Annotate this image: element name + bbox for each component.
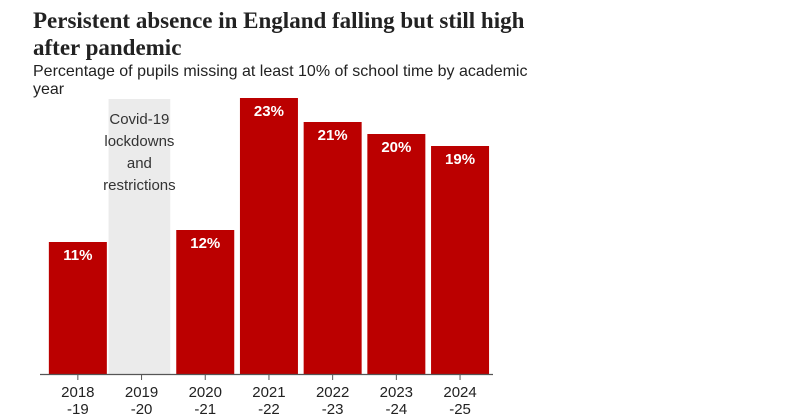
bar (431, 146, 490, 374)
bar-value-label: 21% (318, 127, 348, 144)
bar-value-label: 23% (254, 103, 284, 120)
x-tick-label: 2021 (252, 384, 285, 401)
bar-value-label: 12% (190, 235, 220, 252)
bar-value-label: 19% (445, 151, 475, 168)
x-tick-label: -25 (449, 401, 471, 418)
x-tick-label: 2019 (125, 384, 158, 401)
chart-title: Persistent absence in England falling bu… (33, 8, 525, 60)
x-tick-label: -21 (194, 401, 216, 418)
bar (48, 242, 107, 374)
covid-annotation-line: Covid-19 (109, 111, 169, 128)
bar (367, 134, 426, 374)
x-tick-label: -23 (322, 401, 344, 418)
covid-annotation-line: and (127, 155, 152, 172)
x-tick-label: 2022 (316, 384, 349, 401)
bar (176, 230, 235, 374)
covid-shaded-region (108, 99, 171, 374)
bar-value-label: 20% (381, 139, 411, 156)
x-tick-label: -20 (131, 401, 153, 418)
x-tick-label: -24 (386, 401, 408, 418)
x-tick-label: 2020 (189, 384, 222, 401)
covid-annotation-line: lockdowns (104, 133, 174, 150)
x-tick-label: -19 (67, 401, 89, 418)
covid-annotation-line: restrictions (103, 177, 176, 194)
x-tick-label: -22 (258, 401, 280, 418)
x-tick-label: 2024 (443, 384, 476, 401)
bar (239, 98, 298, 374)
chart-subtitle: Percentage of pupils missing at least 10… (33, 63, 528, 98)
bar (303, 122, 362, 374)
bar-value-label: 11% (63, 247, 92, 264)
x-tick-label: 2018 (61, 384, 94, 401)
x-tick-label: 2023 (380, 384, 413, 401)
